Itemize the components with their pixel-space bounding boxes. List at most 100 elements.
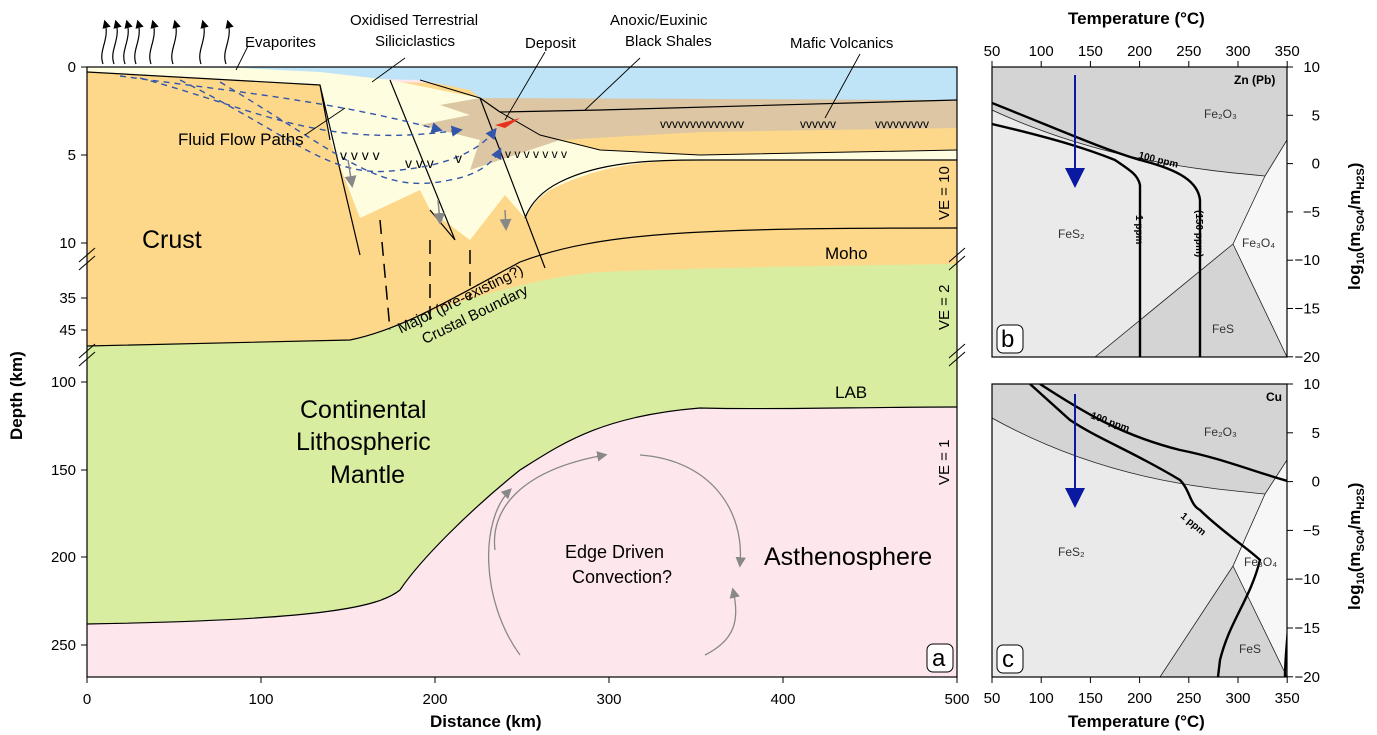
phase-fe2o3-b: Fe₂O₃	[1204, 107, 1237, 121]
panel-a-y-tick: 5	[68, 147, 76, 164]
panel-b-top-tick: 200	[1127, 43, 1152, 60]
label-fluid-flow: Fluid Flow Paths	[178, 130, 304, 149]
panel-b-top-tick: 50	[984, 43, 1001, 60]
label-mantle-2: Lithospheric	[296, 428, 431, 456]
panel-a-y-tick: 200	[51, 549, 76, 566]
panel-a-y-label: Depth (km)	[7, 351, 26, 440]
panel-a-y-tick: 35	[59, 290, 76, 307]
phase-fes2-b: FeS₂	[1058, 227, 1085, 241]
panel-b-top-tick: 100	[1029, 43, 1054, 60]
phase-fe3o4-c: Fe₃O₄	[1244, 555, 1277, 569]
panel-c-right-ticks: 10 5 0 −5 −10 −15 −20	[1287, 376, 1320, 686]
phase-fe2o3-c: Fe₂O₃	[1204, 425, 1237, 439]
svg-text:vvvvvvvvvvvvvv: vvvvvvvvvvvvvv	[660, 117, 744, 131]
panel-b-top-tick: 150	[1078, 43, 1103, 60]
basin-sediment-region	[87, 67, 957, 240]
black-shale-region	[420, 98, 957, 170]
panel-c-right-tick: −5	[1303, 522, 1320, 539]
panel-a-y-tick: 250	[51, 637, 76, 654]
lithospheric-mantle-region	[87, 228, 957, 624]
panel-c-cu-diagram: 100 ppm 1 ppm Fe₂O₃ FeS₂ Fe₃O₄ FeS Cu c …	[984, 376, 1367, 731]
panel-c-bottom-ticks: 50 100 150 200 250 300 350	[984, 677, 1300, 707]
panel-a-x-tick: 0	[83, 691, 91, 708]
label-ve1: VE = 1	[936, 440, 953, 485]
panel-a-x-label: Distance (km)	[430, 712, 541, 731]
panel-c-right-tick: −20	[1295, 669, 1320, 686]
fes-field-c	[1160, 566, 1287, 677]
panel-c-bottom-label: Temperature (°C)	[1068, 712, 1205, 731]
label-mantle-3: Mantle	[330, 461, 405, 489]
panel-a-y-tick: 0	[68, 59, 76, 76]
svg-text:v v v: v v v	[405, 155, 434, 171]
isoline-label-150ppm-b: (150 ppm)	[1193, 210, 1204, 257]
panel-b-top-tick: 350	[1275, 43, 1300, 60]
label-mafic: Mafic Volcanics	[790, 35, 893, 52]
panel-c-right-tick: 0	[1312, 474, 1320, 491]
deposit-marker	[495, 118, 520, 128]
panel-a-x-tick: 400	[770, 691, 795, 708]
panel-a-x-ticks: 0 100 200 300 400 500	[83, 677, 970, 708]
panel-c-label: c	[1002, 646, 1014, 673]
panel-c-bottom-tick: 300	[1225, 690, 1250, 707]
label-moho: Moho	[825, 244, 868, 263]
panel-b-top-ticks: 50 100 150 200 250 300 350	[984, 43, 1300, 67]
svg-text:vvvvvv: vvvvvv	[800, 117, 836, 131]
panel-b-right-tick: 10	[1303, 59, 1320, 76]
label-edge-2: Convection?	[572, 567, 672, 587]
panel-a-cross-section: v v v v v v v v v v v v v v v vvvvvvvvvv…	[7, 12, 970, 731]
label-mantle-1: Continental	[300, 396, 426, 424]
panel-b-top-label: Temperature (°C)	[1068, 9, 1205, 28]
fe2o3-field-b	[992, 67, 1287, 176]
panel-c-right-tick: 5	[1312, 425, 1320, 442]
label-evaporites: Evaporites	[245, 34, 316, 51]
panel-c-right-tick: −10	[1295, 571, 1320, 588]
svg-text:v v v v: v v v v	[340, 147, 380, 163]
panel-b-right-tick: −15	[1295, 301, 1320, 318]
panel-b-zn-diagram: 100 ppm (150 ppm) 1 ppm Fe₂O₃ FeS₂ Fe₃O₄…	[984, 9, 1367, 366]
panel-b-right-ticks: 10 5 0 −5 −10 −15 −20	[1287, 59, 1320, 366]
panel-b-title: Zn (Pb)	[1234, 73, 1275, 87]
label-ve2: VE = 2	[936, 285, 953, 330]
evaporite-arrows	[101, 19, 234, 65]
phase-fes-b: FeS	[1212, 322, 1234, 336]
panel-a-y-ticks: 0 5 10 35 45 100 150 200 250	[51, 59, 87, 654]
panel-c-title: Cu	[1266, 390, 1282, 404]
panel-c-right-label: log10(mSO4/mH2S)	[1345, 483, 1367, 610]
label-anoxic-1: Anoxic/Euxinic	[610, 12, 708, 29]
svg-text:v: v	[455, 150, 462, 166]
phase-fes-c: FeS	[1239, 642, 1261, 656]
label-crust: Crust	[142, 226, 202, 254]
panel-a-y-tick: 10	[59, 235, 76, 252]
panel-c-bottom-tick: 350	[1275, 690, 1300, 707]
fe3o4-field-b	[1233, 140, 1287, 357]
panel-c-bottom-tick: 150	[1078, 690, 1103, 707]
label-deposit: Deposit	[525, 35, 577, 52]
panel-c-bottom-tick: 250	[1176, 690, 1201, 707]
panel-c-bottom-tick: 200	[1127, 690, 1152, 707]
svg-text:v v v v v v v: v v v v v v v	[505, 147, 567, 161]
panel-a-y-tick: 100	[51, 374, 76, 391]
panel-c-right-tick: 10	[1303, 376, 1320, 393]
panel-b-top-tick: 300	[1225, 43, 1250, 60]
panel-c-bottom-tick: 50	[984, 690, 1001, 707]
label-oxidised-2: Siliciclastics	[375, 33, 455, 50]
panel-b-label: b	[1001, 326, 1014, 353]
label-anoxic-2: Black Shales	[625, 33, 712, 50]
panel-a-y-tick: 150	[51, 462, 76, 479]
panel-a-y-tick: 45	[59, 322, 76, 339]
label-edge-1: Edge Driven	[565, 542, 664, 562]
label-lab: LAB	[835, 383, 867, 402]
panel-b-right-tick: 0	[1312, 156, 1320, 173]
label-asthenosphere: Asthenosphere	[764, 543, 932, 571]
panel-c-right-tick: −15	[1295, 620, 1320, 637]
panel-b-right-tick: −10	[1295, 252, 1320, 269]
isoline-label-1ppm-b: 1 ppm	[1133, 215, 1144, 245]
panel-a-x-tick: 500	[944, 691, 969, 708]
panel-a-label: a	[932, 645, 946, 672]
panel-a-x-tick: 100	[248, 691, 273, 708]
panel-a-x-tick: 300	[596, 691, 621, 708]
label-oxidised-1: Oxidised Terrestrial	[350, 12, 478, 29]
fes-field-b	[1095, 244, 1287, 357]
panel-b-right-tick: −20	[1295, 349, 1320, 366]
